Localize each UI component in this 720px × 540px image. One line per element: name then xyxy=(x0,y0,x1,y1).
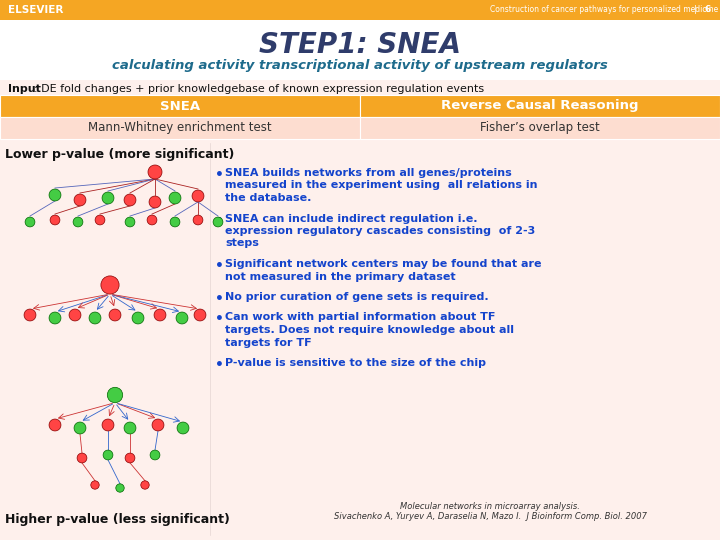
Text: ELSEVIER: ELSEVIER xyxy=(8,5,63,15)
Circle shape xyxy=(109,309,121,321)
Text: SNEA: SNEA xyxy=(160,99,200,112)
Circle shape xyxy=(103,450,113,460)
Text: 6: 6 xyxy=(705,5,711,15)
Circle shape xyxy=(147,215,157,225)
Text: Fisher’s overlap test: Fisher’s overlap test xyxy=(480,122,600,134)
Text: Lower p-value (more significant): Lower p-value (more significant) xyxy=(5,148,235,161)
Circle shape xyxy=(69,309,81,321)
Text: •: • xyxy=(215,358,224,372)
Circle shape xyxy=(192,190,204,202)
Text: |: | xyxy=(693,5,696,15)
Circle shape xyxy=(213,217,223,227)
Circle shape xyxy=(124,194,136,206)
Text: STEP1: SNEA: STEP1: SNEA xyxy=(259,31,461,59)
Circle shape xyxy=(169,192,181,204)
Text: Mann-Whitney enrichment test: Mann-Whitney enrichment test xyxy=(88,122,272,134)
Text: targets for TF: targets for TF xyxy=(225,338,312,348)
Circle shape xyxy=(150,450,160,460)
Circle shape xyxy=(125,453,135,463)
Circle shape xyxy=(170,217,180,227)
Text: Molecular networks in microarray analysis.: Molecular networks in microarray analysi… xyxy=(400,502,580,511)
Circle shape xyxy=(102,192,114,204)
Circle shape xyxy=(148,165,162,179)
Text: Can work with partial information about TF: Can work with partial information about … xyxy=(225,313,495,322)
Text: Reverse Causal Reasoning: Reverse Causal Reasoning xyxy=(441,99,639,112)
Text: No prior curation of gene sets is required.: No prior curation of gene sets is requir… xyxy=(225,292,489,302)
Circle shape xyxy=(50,215,60,225)
Text: SNEA builds networks from all genes/proteins: SNEA builds networks from all genes/prot… xyxy=(225,168,512,178)
Circle shape xyxy=(193,215,203,225)
Circle shape xyxy=(116,484,125,492)
Circle shape xyxy=(49,312,61,324)
Circle shape xyxy=(101,276,119,294)
FancyBboxPatch shape xyxy=(0,95,360,117)
Text: measured in the experiment using  all relations in: measured in the experiment using all rel… xyxy=(225,180,538,191)
Text: •: • xyxy=(215,213,224,227)
FancyBboxPatch shape xyxy=(0,0,720,20)
Circle shape xyxy=(49,189,61,201)
Circle shape xyxy=(176,312,188,324)
Text: steps: steps xyxy=(225,239,259,248)
Text: •: • xyxy=(215,292,224,306)
FancyBboxPatch shape xyxy=(0,117,360,139)
Text: Significant network centers may be found that are: Significant network centers may be found… xyxy=(225,259,541,269)
Circle shape xyxy=(177,422,189,434)
Circle shape xyxy=(125,217,135,227)
Text: Higher p-value (less significant): Higher p-value (less significant) xyxy=(5,514,230,526)
Circle shape xyxy=(132,312,144,324)
Text: •: • xyxy=(215,259,224,273)
Text: expression regulatory cascades consisting  of 2-3: expression regulatory cascades consistin… xyxy=(225,226,535,236)
Text: not measured in the primary dataset: not measured in the primary dataset xyxy=(225,272,456,281)
Circle shape xyxy=(141,481,149,489)
Text: : DE fold changes + prior knowledgebase of known expression regulation events: : DE fold changes + prior knowledgebase … xyxy=(34,84,484,94)
Circle shape xyxy=(91,481,99,489)
Text: Sivachenko A, Yuryev A, Daraselia N, Mazo I.  J Bioinform Comp. Biol. 2007: Sivachenko A, Yuryev A, Daraselia N, Maz… xyxy=(333,512,647,521)
FancyBboxPatch shape xyxy=(0,80,720,540)
Text: the database.: the database. xyxy=(225,193,311,203)
Circle shape xyxy=(77,453,87,463)
Circle shape xyxy=(73,217,83,227)
Text: calculating activity transcriptional activity of upstream regulators: calculating activity transcriptional act… xyxy=(112,58,608,71)
Text: Input: Input xyxy=(8,84,41,94)
Circle shape xyxy=(149,196,161,208)
Text: •: • xyxy=(215,168,224,182)
Text: Construction of cancer pathways for personalized medicine: Construction of cancer pathways for pers… xyxy=(490,5,719,15)
Text: P-value is sensitive to the size of the chip: P-value is sensitive to the size of the … xyxy=(225,358,486,368)
Circle shape xyxy=(102,419,114,431)
Circle shape xyxy=(154,309,166,321)
Circle shape xyxy=(49,419,61,431)
FancyBboxPatch shape xyxy=(360,95,720,117)
Text: •: • xyxy=(215,313,224,327)
Circle shape xyxy=(107,387,122,403)
Circle shape xyxy=(95,215,105,225)
FancyBboxPatch shape xyxy=(360,117,720,139)
Circle shape xyxy=(124,422,136,434)
Circle shape xyxy=(152,419,164,431)
Circle shape xyxy=(194,309,206,321)
Text: targets. Does not require knowledge about all: targets. Does not require knowledge abou… xyxy=(225,325,514,335)
Circle shape xyxy=(24,309,36,321)
Circle shape xyxy=(74,194,86,206)
Circle shape xyxy=(74,422,86,434)
Circle shape xyxy=(25,217,35,227)
Text: SNEA can include indirect regulation i.e.: SNEA can include indirect regulation i.e… xyxy=(225,213,477,224)
Circle shape xyxy=(89,312,101,324)
